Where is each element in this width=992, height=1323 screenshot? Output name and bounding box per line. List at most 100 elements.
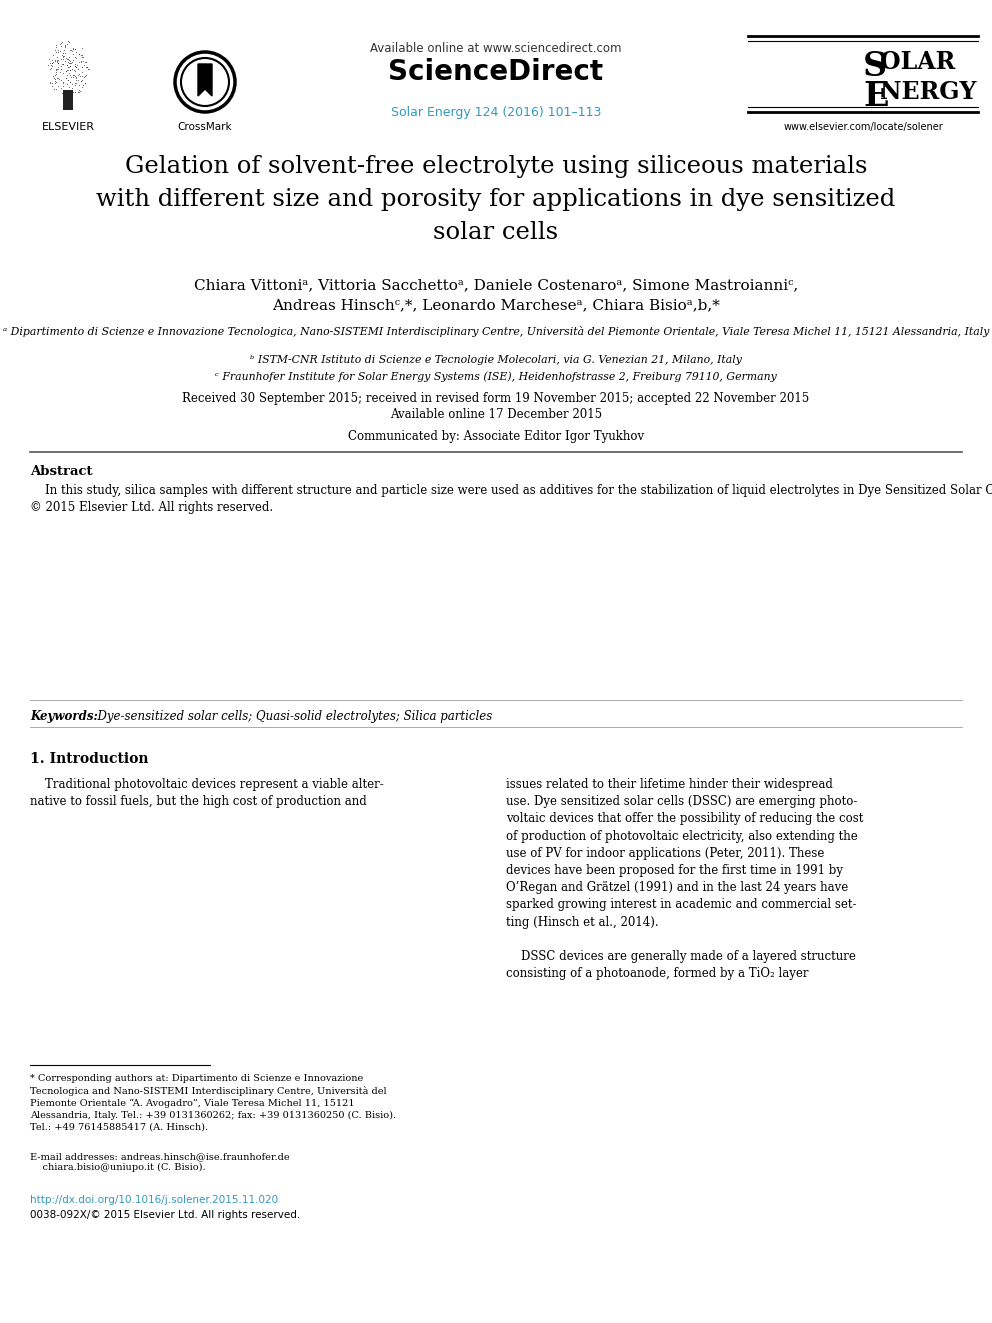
Point xyxy=(67,71,83,93)
Text: Available online at www.sciencedirect.com: Available online at www.sciencedirect.co… xyxy=(370,42,622,56)
Point xyxy=(54,44,69,65)
Point xyxy=(65,65,81,86)
Point xyxy=(65,67,81,89)
Text: In this study, silica samples with different structure and particle size were us: In this study, silica samples with diffe… xyxy=(30,484,992,515)
Point xyxy=(45,52,61,73)
Point xyxy=(62,71,77,93)
Point xyxy=(62,71,78,93)
Point xyxy=(66,38,82,60)
Point xyxy=(52,69,67,90)
Text: S: S xyxy=(863,50,887,83)
Point xyxy=(50,53,65,74)
Point xyxy=(60,54,75,75)
Point xyxy=(66,75,82,97)
Point xyxy=(59,73,74,94)
Point xyxy=(49,50,64,71)
Point xyxy=(60,81,75,102)
Point xyxy=(48,79,63,101)
Point xyxy=(62,56,78,77)
Point xyxy=(74,57,90,78)
Point xyxy=(59,54,74,75)
Point xyxy=(68,56,84,77)
Point xyxy=(58,42,73,64)
Point xyxy=(56,62,71,83)
Point xyxy=(61,48,76,69)
Point xyxy=(60,48,75,69)
Point xyxy=(67,67,83,89)
Point xyxy=(67,60,83,81)
Text: ELSEVIER: ELSEVIER xyxy=(42,122,94,132)
Point xyxy=(62,56,78,77)
Point xyxy=(68,57,84,78)
Point xyxy=(61,62,76,83)
Text: E: E xyxy=(863,79,889,112)
Point xyxy=(73,77,89,98)
Point xyxy=(64,82,80,103)
Point xyxy=(52,40,67,61)
Text: chiara.bisio@uniupo.it (C. Bisio).: chiara.bisio@uniupo.it (C. Bisio). xyxy=(30,1163,205,1172)
Point xyxy=(40,54,56,75)
Point xyxy=(49,34,64,56)
Point xyxy=(67,46,83,67)
Point xyxy=(60,52,75,73)
Point xyxy=(62,60,77,81)
Point xyxy=(75,66,91,87)
Point xyxy=(62,66,78,87)
Point xyxy=(46,78,62,99)
Point xyxy=(65,38,81,60)
Point xyxy=(67,56,83,77)
Point xyxy=(62,38,78,60)
Point xyxy=(54,54,69,75)
Text: CrossMark: CrossMark xyxy=(178,122,232,132)
Point xyxy=(44,57,60,78)
Point xyxy=(55,53,70,74)
Text: NERGY: NERGY xyxy=(880,79,976,105)
Point xyxy=(74,61,90,82)
Point xyxy=(62,65,77,86)
Point xyxy=(61,57,76,78)
Point xyxy=(44,52,60,73)
Point xyxy=(69,54,85,75)
Point xyxy=(66,38,82,60)
Point xyxy=(62,75,77,97)
Text: ᶜ Fraunhofer Institute for Solar Energy Systems (ISE), Heidenhofstrasse 2, Freib: ᶜ Fraunhofer Institute for Solar Energy … xyxy=(215,370,777,381)
Point xyxy=(73,45,89,66)
Text: Keywords:: Keywords: xyxy=(30,710,98,722)
Text: E-mail addresses: andreas.hinsch@ise.fraunhofer.de: E-mail addresses: andreas.hinsch@ise.fra… xyxy=(30,1152,290,1162)
Point xyxy=(50,40,65,61)
Point xyxy=(50,53,65,74)
Point xyxy=(51,67,66,89)
Point xyxy=(74,44,90,65)
Point xyxy=(71,75,87,97)
Point xyxy=(62,46,77,67)
Point xyxy=(62,49,77,70)
Point xyxy=(48,36,63,57)
Text: 0038-092X/© 2015 Elsevier Ltd. All rights reserved.: 0038-092X/© 2015 Elsevier Ltd. All right… xyxy=(30,1211,301,1220)
Point xyxy=(67,41,83,62)
Point xyxy=(62,32,77,53)
Point xyxy=(71,79,87,101)
Point xyxy=(73,65,89,86)
Text: 1. Introduction: 1. Introduction xyxy=(30,751,149,766)
Point xyxy=(67,56,83,77)
Point xyxy=(55,46,70,67)
Point xyxy=(76,54,92,75)
Point xyxy=(44,49,60,70)
Point xyxy=(60,60,75,81)
Point xyxy=(56,45,71,66)
Point xyxy=(59,67,74,89)
Text: Andreas Hinschᶜ,*, Leonardo Marcheseᵃ, Chiara Bisioᵃ,b,*: Andreas Hinschᶜ,*, Leonardo Marcheseᵃ, C… xyxy=(272,298,720,312)
Point xyxy=(59,60,74,81)
Point xyxy=(65,49,81,70)
Point xyxy=(73,56,89,77)
Point xyxy=(77,65,93,86)
Point xyxy=(42,71,58,93)
Point xyxy=(72,65,88,86)
Point xyxy=(74,46,90,67)
Point xyxy=(56,48,71,69)
Point xyxy=(67,69,83,90)
Point xyxy=(67,81,83,102)
Point xyxy=(50,50,65,71)
Point xyxy=(62,50,77,71)
Point xyxy=(53,33,68,54)
